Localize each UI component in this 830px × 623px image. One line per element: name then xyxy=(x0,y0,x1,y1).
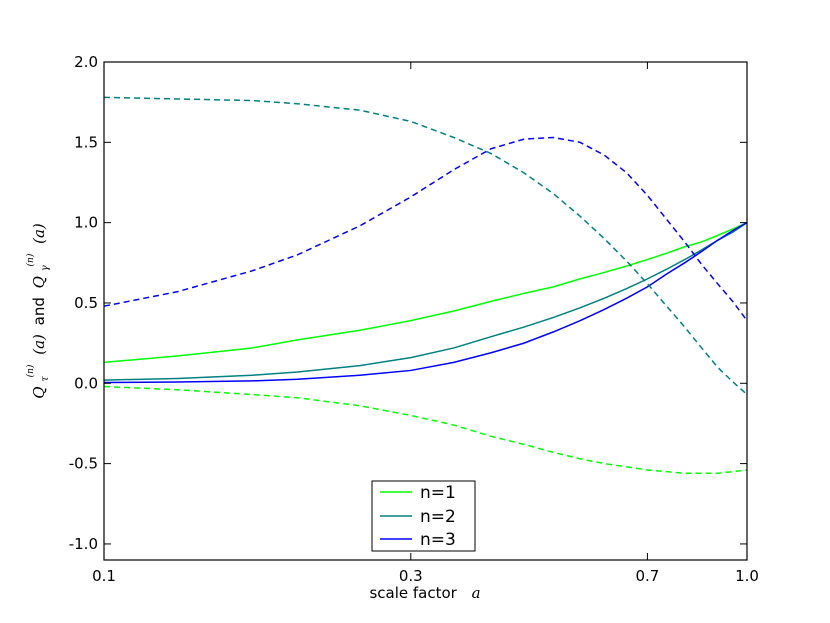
legend-entry-3: n=3 xyxy=(380,530,456,550)
y-tick-label: -0.5 xyxy=(69,455,98,473)
series-line-1-solid xyxy=(103,221,748,364)
y-label-q1: Q xyxy=(30,386,48,398)
legend-entry-2: n=2 xyxy=(380,507,456,527)
y-tick-label: 1.0 xyxy=(74,214,98,232)
y-tick-label: 2.0 xyxy=(74,53,98,71)
y-tick-label: 1.5 xyxy=(74,133,98,151)
series-line-5-dashed xyxy=(103,96,748,396)
x-axis-label-var: a xyxy=(472,584,481,602)
x-tick-label: 0.7 xyxy=(635,567,659,585)
plot-background xyxy=(104,62,747,560)
legend-entry-1: n=1 xyxy=(380,483,456,503)
x-tick-label: 0.1 xyxy=(92,567,116,585)
y-label-sup1: (n) xyxy=(25,364,36,377)
tick-layer: 0.1 0.3 0.7 1.0 2.0 1.5 1.0 0.5 0.0 -0.5 -1.0 xyxy=(69,53,759,585)
y-label-arg2: (a) xyxy=(30,223,48,244)
x-tick-label: 0.3 xyxy=(399,567,423,585)
series-layer xyxy=(103,96,748,474)
x-tick-label: 1.0 xyxy=(735,567,759,585)
series-line-6-dashed xyxy=(103,136,748,322)
x-axis-label: scale factor a xyxy=(369,584,480,602)
series-line-2-solid xyxy=(103,222,748,381)
y-tick-label: -1.0 xyxy=(69,535,98,553)
y-tick-label: 0.5 xyxy=(74,294,98,312)
y-label-arg1: (a) xyxy=(30,334,48,355)
y-label-joiner: and xyxy=(30,297,48,325)
y-axis-label: Q τ (n) (a) and Q γ (n) (a) xyxy=(19,223,52,399)
y-label-q2: Q xyxy=(30,276,48,288)
series-line-4-dashed xyxy=(103,385,748,474)
legend-label-3: n=3 xyxy=(420,530,456,550)
plot-frame xyxy=(103,61,748,561)
legend: n=1 n=2 n=3 xyxy=(371,480,476,552)
legend-label-2: n=2 xyxy=(420,507,456,527)
x-axis-label-prefix: scale factor xyxy=(369,584,457,602)
y-tick-label: 0.0 xyxy=(74,374,98,392)
series-line-3-solid xyxy=(103,221,748,384)
y-label-sub2: γ xyxy=(40,265,51,271)
legend-label-1: n=1 xyxy=(420,483,456,503)
y-label-sub1: τ xyxy=(40,376,51,382)
y-label-sup2: (n) xyxy=(25,253,36,266)
